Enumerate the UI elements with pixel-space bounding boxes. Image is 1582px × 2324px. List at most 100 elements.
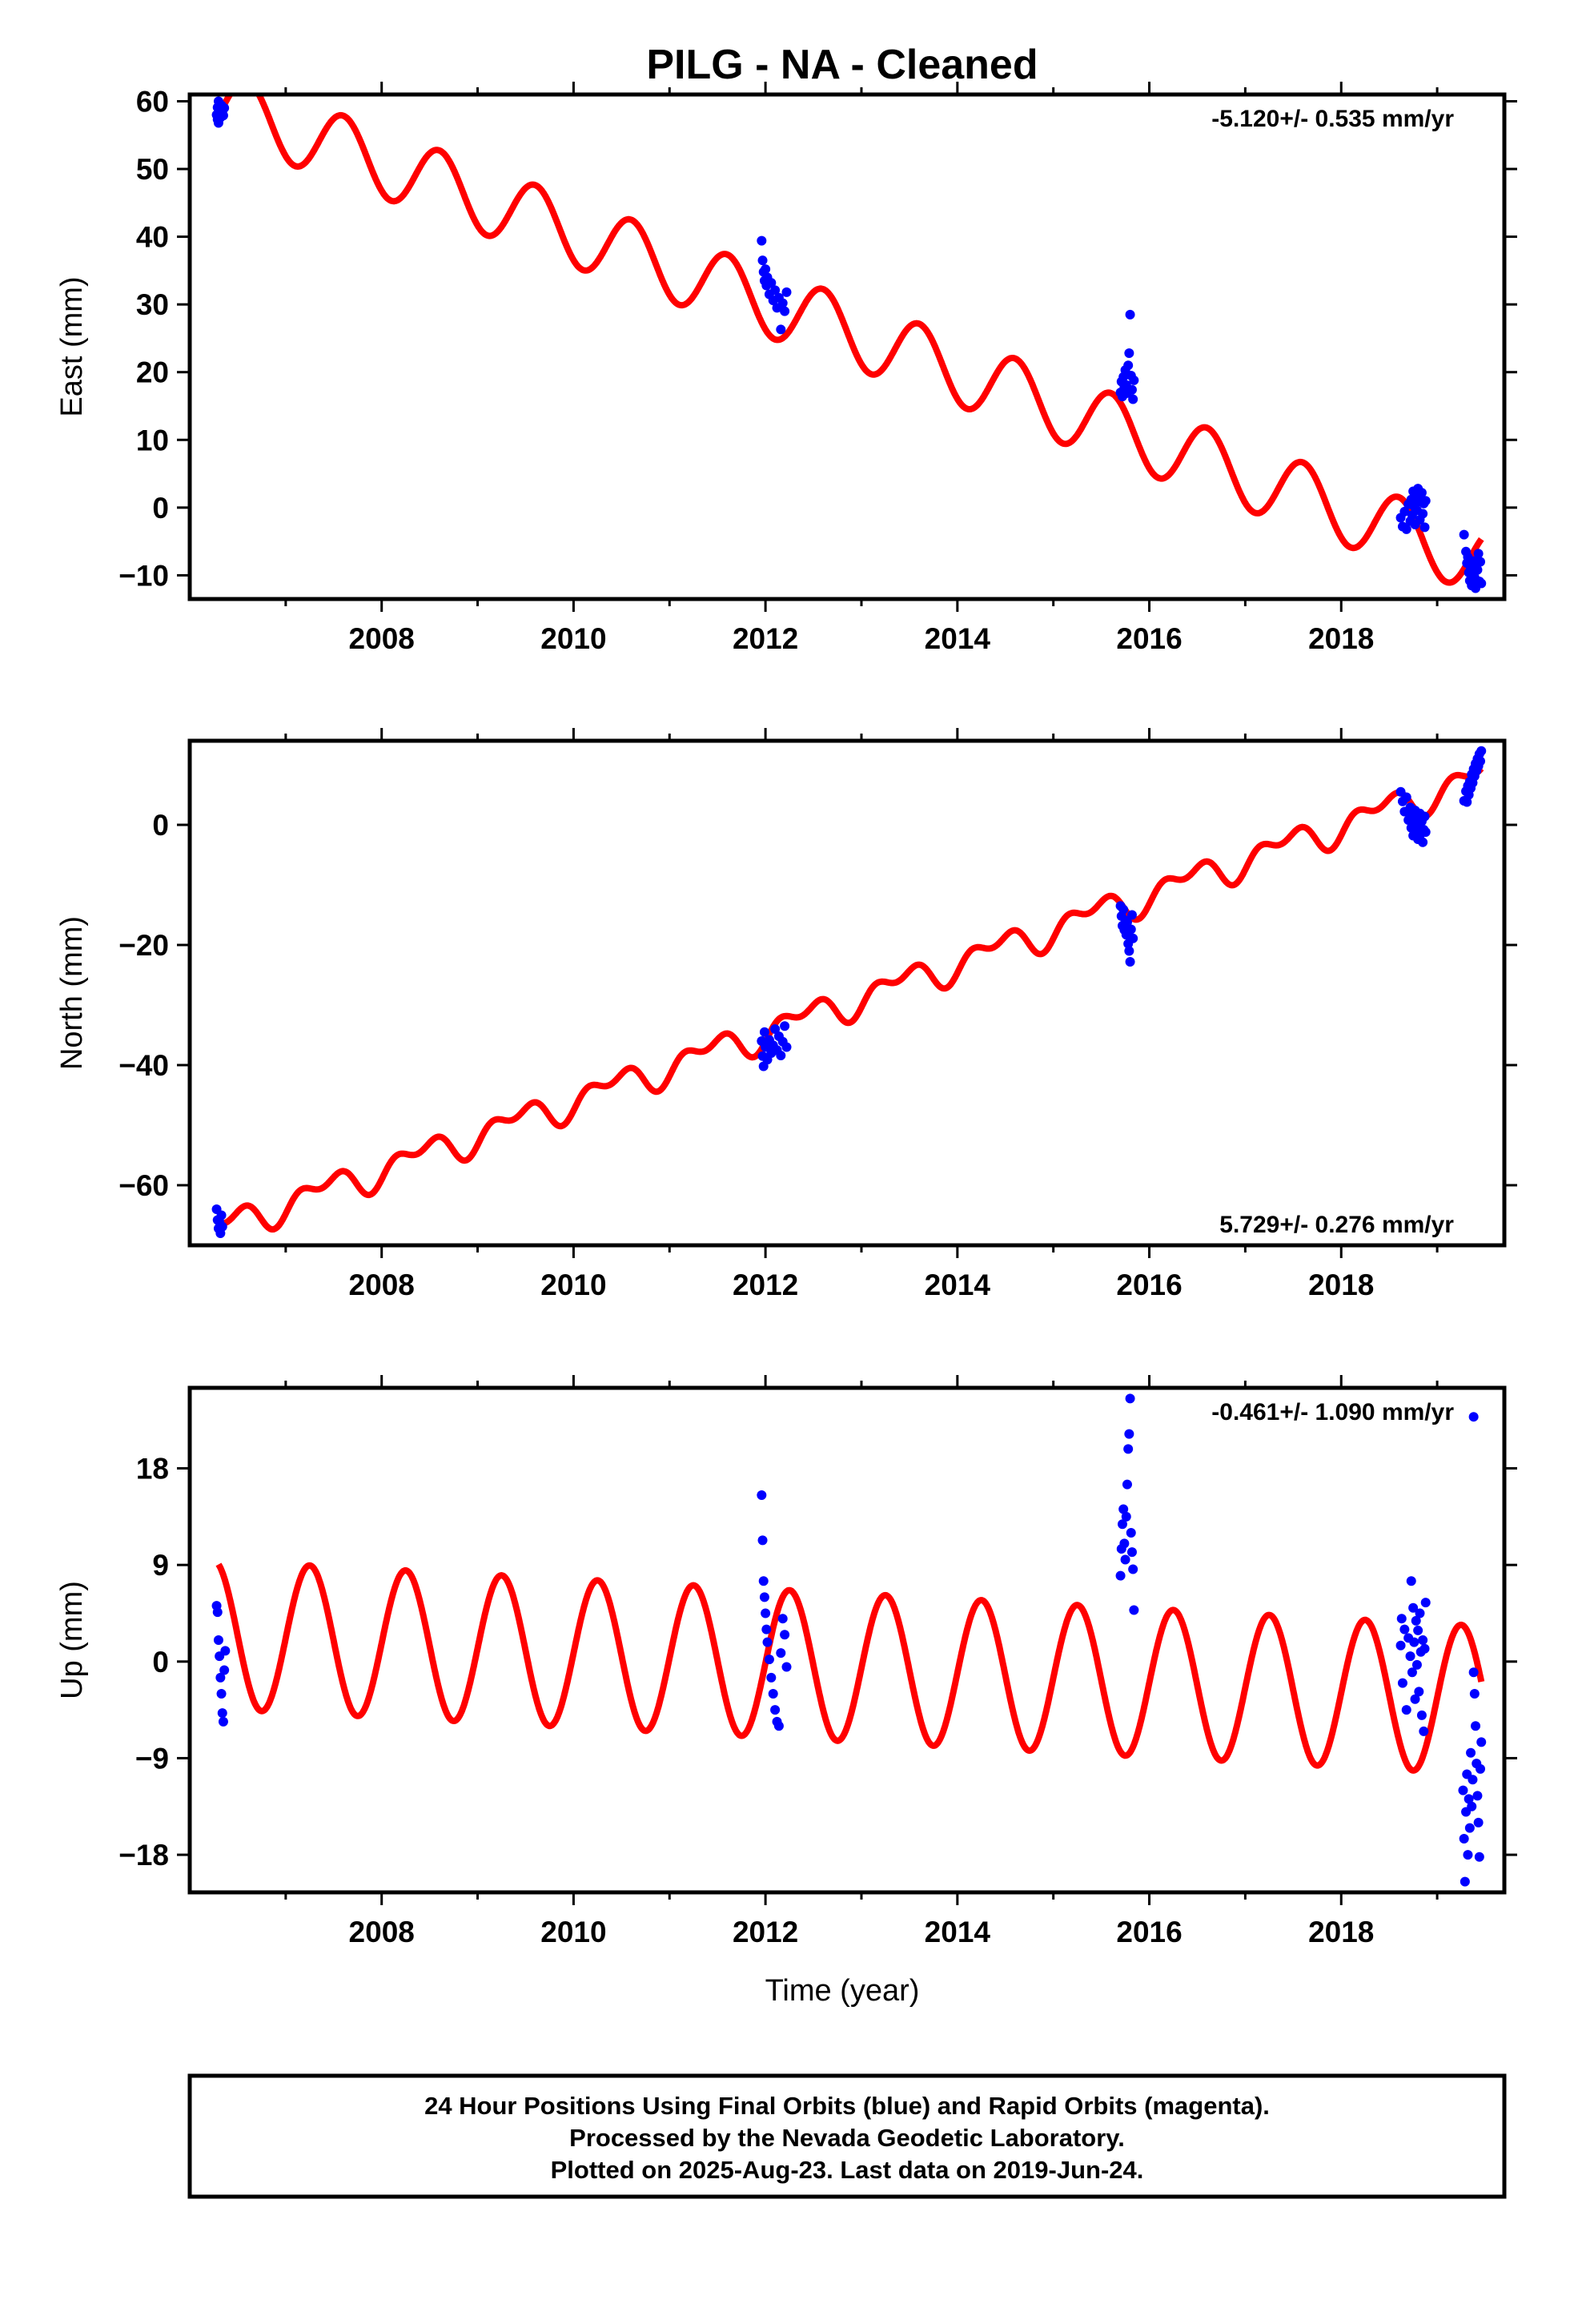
observation-point [1405,1651,1415,1662]
observation-point [1126,384,1137,395]
observation-point [215,1672,226,1683]
x-tick-label: 2014 [925,1269,991,1301]
y-tick-label: 20 [136,356,169,389]
observation-point [1125,309,1135,320]
observation-point [1460,1876,1470,1887]
observation-point [1397,1678,1407,1688]
observation-point [1125,957,1135,967]
observation-point [1415,1608,1425,1618]
observation-point [1419,522,1430,533]
observation-point [1126,1527,1136,1538]
footer-line-2: Processed by the Nevada Geodetic Laborat… [569,2124,1125,2152]
observation-point [1401,792,1411,802]
observation-point [1129,1605,1139,1615]
observation-point [1413,1625,1423,1635]
observation-point [780,1021,790,1031]
observation-point [773,1721,784,1731]
x-tick-label: 2014 [925,1916,991,1948]
observation-point [218,1716,228,1727]
observation-point [1469,1689,1480,1699]
observation-point [212,1607,223,1618]
observation-point [1406,1576,1416,1586]
observation-point [1126,1547,1137,1558]
observation-point [1401,524,1411,534]
observation-point [1468,1667,1479,1678]
observation-point [1419,1726,1429,1736]
y-tick-label: 0 [152,492,169,525]
observation-point [1419,811,1430,822]
x-tick-label: 2012 [733,622,798,655]
observation-point [1124,946,1134,956]
observation-point [781,287,792,297]
observation-point [1411,1615,1421,1626]
observation-point [777,298,788,308]
observation-point [766,278,777,288]
observation-point [1467,1801,1477,1811]
y-tick-label: 18 [136,1453,169,1486]
observation-point [776,1648,786,1659]
observation-point [1123,1444,1134,1454]
observation-point [216,1210,227,1220]
y-tick-label: 10 [136,424,169,456]
observation-point [1128,933,1138,943]
y-tick-label: −18 [118,1839,169,1872]
observation-point [1476,1763,1486,1774]
observation-point [1476,578,1487,589]
observation-point [217,1708,227,1719]
observation-point [1117,1519,1127,1530]
observation-point [1420,496,1431,506]
observation-point [1407,1667,1417,1678]
y-tick-label: 40 [136,221,169,254]
observation-point [1418,1635,1428,1645]
observation-point [758,1576,769,1586]
observation-point [1466,1747,1476,1758]
velocity-label: -0.461+/- 1.090 mm/yr [1211,1399,1454,1425]
x-tick-label: 2012 [733,1916,798,1948]
panel-1: 2008 2010 2012 2014 2016 2018 −10 0 10 20 30 40 50 60… [55,82,1517,655]
observation-point [1416,1710,1427,1720]
y-tick-label: −20 [118,929,169,962]
observation-point [1408,1602,1419,1613]
observation-point [757,1490,767,1501]
observation-point [216,1689,227,1699]
x-axis-label: Time (year) [765,1974,920,2008]
observation-point [1473,1817,1484,1827]
x-tick-label: 2014 [925,622,991,655]
observation-point [1464,1794,1474,1804]
observation-point [1119,1538,1130,1549]
panels: 2008 2010 2012 2014 2016 2018 −10 0 10 20 30 40 50 60… [55,82,1517,1948]
y-tick-label: 60 [136,85,169,118]
observation-point [1468,1412,1479,1422]
observation-point [759,1027,769,1037]
x-tick-label: 2018 [1308,1269,1374,1301]
observation-point [218,111,228,121]
x-tick-label: 2010 [540,1916,606,1948]
observation-point [1418,509,1428,519]
observation-point [1410,1694,1420,1704]
observation-point [780,1630,790,1640]
observation-point [1123,360,1134,371]
observation-point [1468,1775,1478,1785]
observation-point [1411,1659,1422,1670]
y-tick-label: −60 [118,1169,169,1202]
x-tick-label: 2016 [1116,622,1182,655]
observation-point [770,1024,781,1034]
observation-point [770,1705,781,1715]
observation-point [764,1655,774,1665]
observation-point [1125,1393,1135,1404]
observation-point [1128,1564,1138,1574]
observation-point [1126,924,1136,935]
observation-point [1459,1833,1469,1844]
observation-point [768,1689,778,1699]
panel-2: 2008 2010 2012 2014 2016 2018 −60 −40 −20 0 North … [55,728,1517,1301]
observation-point [1463,1850,1473,1860]
observation-point [1419,1643,1430,1654]
observation-point [777,1614,788,1624]
observation-point [1124,348,1134,359]
velocity-label: -5.120+/- 0.535 mm/yr [1211,106,1454,132]
observation-point [1115,1570,1126,1581]
observation-point [1416,488,1427,498]
observation-point [217,1221,227,1232]
observation-point [1473,549,1484,559]
